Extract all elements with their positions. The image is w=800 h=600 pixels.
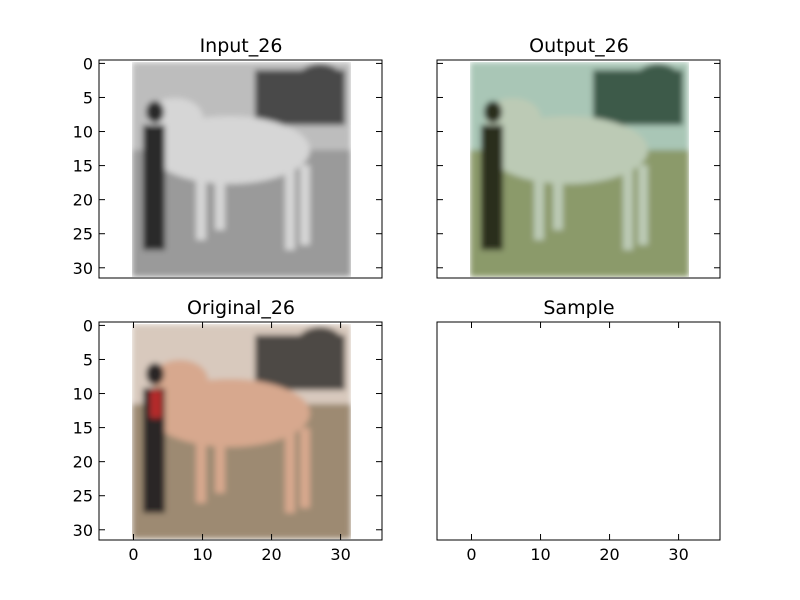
y-tick-label: 0 xyxy=(83,54,93,73)
x-tick-label: 20 xyxy=(261,545,281,564)
y-tick-label: 15 xyxy=(73,157,93,176)
subplot-title: Original_26 xyxy=(187,297,295,319)
y-tick-label: 30 xyxy=(73,259,93,278)
image-horse-grayscale xyxy=(132,62,351,277)
x-tick-label: 0 xyxy=(128,545,138,564)
y-tick-label: 5 xyxy=(83,350,93,369)
x-tick-label: 10 xyxy=(530,545,550,564)
y-tick-label: 30 xyxy=(73,521,93,540)
axes-frame xyxy=(436,59,721,279)
axes-layer: 0 5 10 15 20 25 30 0 10 20 30 0 5 10 15 20 25 30 0 10 20 30 xyxy=(73,54,721,564)
x-tick-label: 0 xyxy=(466,545,476,564)
subplot-sample: Sample xyxy=(543,297,614,319)
subplot-title: Output_26 xyxy=(529,35,629,57)
x-tick-label: 20 xyxy=(599,545,619,564)
subplot-input: Input_26 xyxy=(132,35,351,277)
y-tick-label: 10 xyxy=(73,385,93,404)
x-tick-label: 30 xyxy=(668,545,688,564)
y-tick-label: 25 xyxy=(73,487,93,506)
subplot-original: Original_26 xyxy=(132,297,351,539)
image-horse-colorized xyxy=(470,62,689,277)
y-tick-label: 15 xyxy=(73,419,93,438)
y-tick-label: 20 xyxy=(73,453,93,472)
subplot-title: Input_26 xyxy=(200,35,283,57)
axes-frame xyxy=(98,59,383,279)
axes-frame xyxy=(436,321,721,541)
subplot-title: Sample xyxy=(543,297,614,319)
x-tick-label: 10 xyxy=(192,545,212,564)
y-tick-label: 10 xyxy=(73,123,93,142)
y-tick-label: 5 xyxy=(83,88,93,107)
y-tick-label: 0 xyxy=(83,316,93,335)
image-horse-original xyxy=(132,324,351,539)
subplot-output: Output_26 xyxy=(470,35,689,277)
y-tick-label: 25 xyxy=(73,225,93,244)
x-tick-label: 30 xyxy=(330,545,350,564)
y-tick-label: 20 xyxy=(73,191,93,210)
axes-frame xyxy=(98,321,383,541)
